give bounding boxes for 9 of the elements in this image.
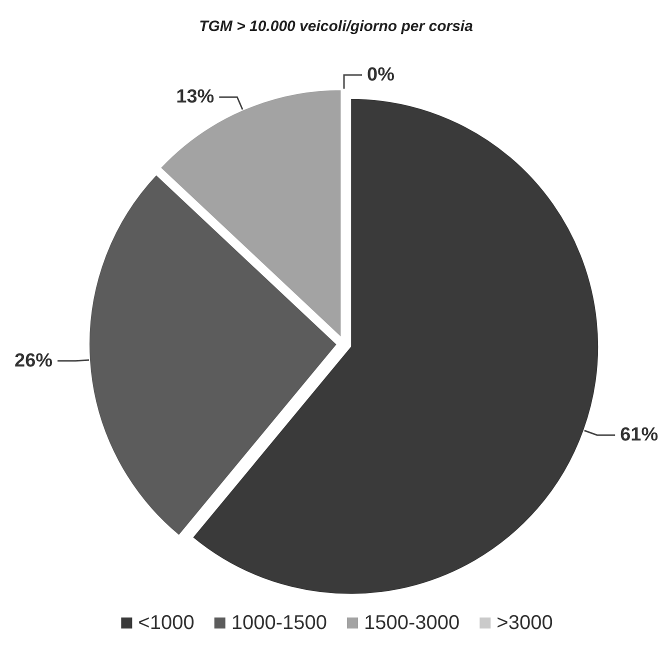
legend-label: >3000 <box>496 612 553 634</box>
legend-label: <1000 <box>138 612 194 634</box>
chart-title: TGM > 10.000 veicoli/giorno per corsia <box>199 18 473 35</box>
data-label: 13% <box>176 86 214 108</box>
text: 0% <box>367 64 394 86</box>
data-label: 26% <box>14 350 53 372</box>
data-label: 61% <box>620 424 658 446</box>
legend-label: 1000-1500 <box>231 612 328 634</box>
legend-label: 1500-3000 <box>364 612 460 634</box>
